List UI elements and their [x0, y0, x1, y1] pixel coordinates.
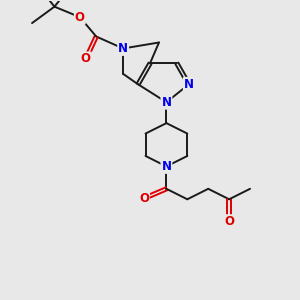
Text: N: N [161, 160, 171, 173]
Text: N: N [118, 42, 128, 55]
Text: O: O [139, 192, 149, 205]
Text: O: O [81, 52, 91, 65]
Text: O: O [75, 11, 85, 24]
Text: N: N [161, 96, 171, 109]
Text: O: O [224, 215, 234, 228]
Text: N: N [184, 78, 194, 91]
